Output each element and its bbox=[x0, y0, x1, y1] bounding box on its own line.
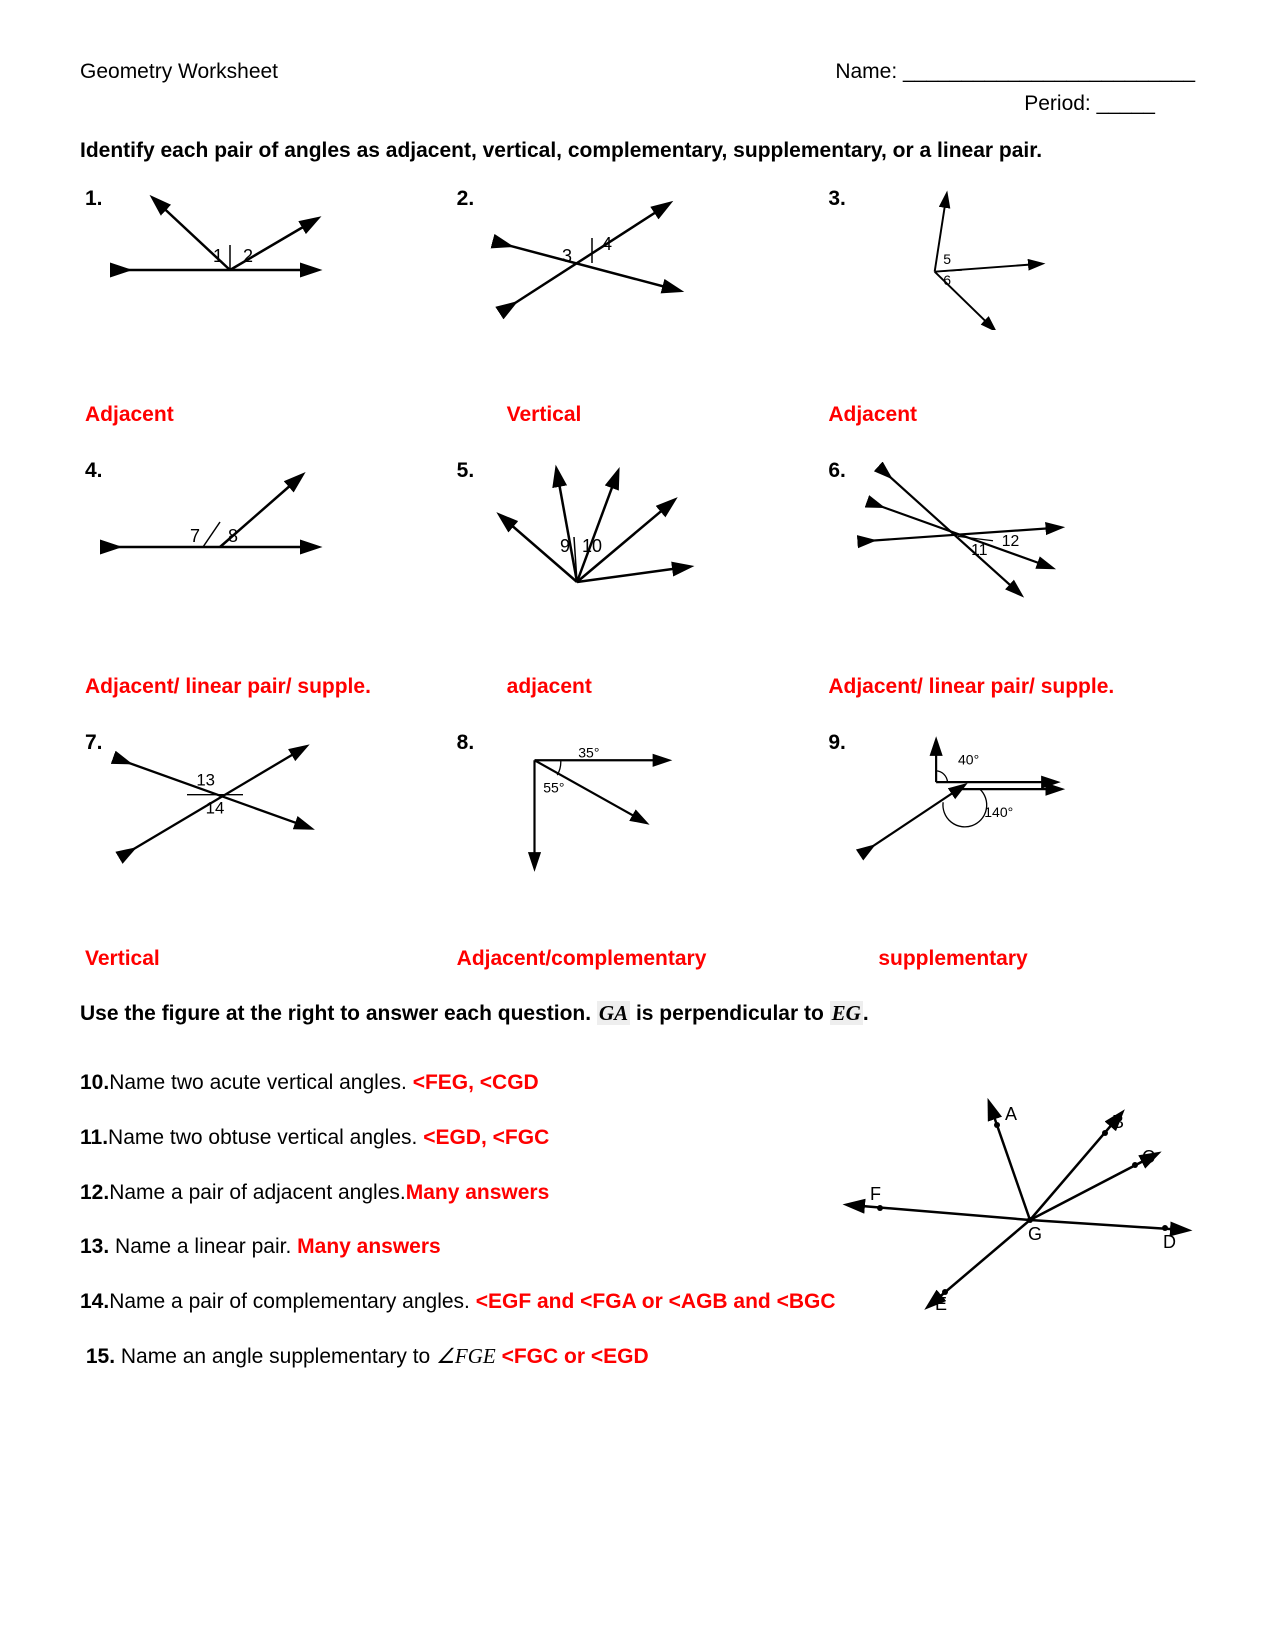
qnum: 13. bbox=[80, 1235, 109, 1258]
problem-6: 6. 11 12 bbox=[823, 457, 1195, 667]
label-7: 7 bbox=[190, 526, 200, 546]
pt-E: E bbox=[935, 1294, 947, 1314]
qtext: Name an angle supplementary to ∠FGE bbox=[115, 1345, 502, 1368]
diagram-5: 9 10 bbox=[457, 462, 717, 602]
label-9: 9 bbox=[560, 536, 570, 556]
label-3: 3 bbox=[562, 246, 572, 266]
segment-eg: EG bbox=[830, 1001, 863, 1025]
problem-9: 9. 40° 140° bbox=[823, 729, 1195, 939]
problem-5: 5. 9 10 bbox=[452, 457, 824, 667]
figure-right: A B C D E F G bbox=[815, 1080, 1195, 1320]
problem-grid: 1. 1 2 2. 3 4 3. bbox=[80, 185, 1195, 395]
label-12: 12 bbox=[1002, 533, 1020, 550]
diagram-7: 13 14 bbox=[85, 734, 345, 874]
diagram-1: 1 2 bbox=[85, 190, 345, 330]
label-5: 5 bbox=[944, 251, 952, 267]
problem-4: 4. 7 8 bbox=[80, 457, 452, 667]
diagram-6: 11 12 bbox=[828, 462, 1088, 602]
problem-1: 1. 1 2 bbox=[80, 185, 452, 395]
qnum: 15. bbox=[86, 1345, 115, 1368]
qnum: 8. bbox=[457, 731, 475, 755]
worksheet-page: Geometry Worksheet Name: _______________… bbox=[0, 0, 1275, 1651]
diagram-3: 5 6 bbox=[828, 190, 1088, 330]
qanswer: <EGF and <FGA or <AGB and <BGC bbox=[476, 1290, 836, 1313]
label-1: 1 bbox=[213, 246, 223, 266]
answer-row-3: Vertical Adjacent/complementary suppleme… bbox=[80, 939, 1195, 971]
label-4: 4 bbox=[602, 234, 612, 254]
qnum: 14. bbox=[80, 1290, 109, 1313]
qnum: 12. bbox=[80, 1181, 109, 1204]
qanswer: <FGC or <EGD bbox=[502, 1345, 649, 1368]
qnum: 1. bbox=[85, 187, 103, 211]
header: Geometry Worksheet Name: _______________… bbox=[80, 60, 1195, 84]
pt-B: B bbox=[1112, 1112, 1124, 1132]
period-field: Period: _____ bbox=[80, 92, 1195, 116]
answer: Vertical bbox=[452, 403, 824, 427]
label-13: 13 bbox=[196, 771, 215, 790]
answer-row-2: Adjacent/ linear pair/ supple. adjacent … bbox=[80, 667, 1195, 699]
instruction: Identify each pair of angles as adjacent… bbox=[80, 136, 1195, 165]
answer: supplementary bbox=[823, 947, 1195, 971]
answer: Adjacent bbox=[80, 403, 452, 427]
diagram-8: 35° 55° bbox=[457, 734, 717, 874]
answer: Adjacent/ linear pair/ supple. bbox=[823, 675, 1195, 699]
qnum: 3. bbox=[828, 187, 846, 211]
pt-F: F bbox=[870, 1184, 881, 1204]
problem-3: 3. 5 6 bbox=[823, 185, 1195, 395]
label-6: 6 bbox=[944, 272, 952, 288]
name-field: Name: _________________________ bbox=[835, 60, 1195, 84]
text: Use the figure at the right to answer ea… bbox=[80, 1002, 597, 1025]
qtext: Name two obtuse vertical angles. bbox=[108, 1126, 423, 1149]
section2-heading: Use the figure at the right to answer ea… bbox=[80, 1001, 1195, 1026]
qtext: Name two acute vertical angles. bbox=[109, 1071, 412, 1094]
segment-ga: GA bbox=[597, 1001, 630, 1025]
qnum: 4. bbox=[85, 459, 103, 483]
pt-G: G bbox=[1028, 1224, 1042, 1244]
text: . bbox=[863, 1002, 869, 1025]
pt-D: D bbox=[1163, 1232, 1176, 1252]
qtext: Name a linear pair. bbox=[109, 1235, 297, 1258]
problem-2: 2. 3 4 bbox=[452, 185, 824, 395]
label-55: 55° bbox=[543, 780, 564, 796]
label-35: 35° bbox=[578, 745, 599, 761]
qnum: 7. bbox=[85, 731, 103, 755]
label-10: 10 bbox=[582, 536, 602, 556]
qanswer: <FEG, <CGD bbox=[413, 1071, 539, 1094]
label-140: 140° bbox=[985, 805, 1014, 821]
qanswer: <EGD, <FGC bbox=[423, 1126, 549, 1149]
diagram-9: 40° 140° bbox=[828, 734, 1088, 874]
label-2: 2 bbox=[243, 246, 253, 266]
qnum: 10. bbox=[80, 1071, 109, 1094]
pt-C: C bbox=[1142, 1147, 1155, 1167]
answer: Adjacent bbox=[823, 403, 1195, 427]
diagram-4: 7 8 bbox=[85, 462, 345, 602]
label-8: 8 bbox=[228, 526, 238, 546]
label-11: 11 bbox=[971, 542, 987, 559]
answer-row-1: Adjacent Vertical Adjacent bbox=[80, 395, 1195, 427]
diagram-2: 3 4 bbox=[457, 190, 717, 330]
answer: Vertical bbox=[80, 947, 452, 971]
qanswer: Many answers bbox=[297, 1235, 441, 1258]
qtext: Name a pair of adjacent angles. bbox=[109, 1181, 406, 1204]
text: is perpendicular to bbox=[630, 1002, 830, 1025]
answer: Adjacent/complementary bbox=[452, 947, 824, 971]
problem-7: 7. 13 14 bbox=[80, 729, 452, 939]
answer: Adjacent/ linear pair/ supple. bbox=[80, 675, 452, 699]
problem-8: 8. 35° 55° bbox=[452, 729, 824, 939]
pt-A: A bbox=[1005, 1104, 1017, 1124]
qtext: Name a pair of complementary angles. bbox=[109, 1290, 476, 1313]
label-14: 14 bbox=[206, 799, 225, 818]
qnum: 11. bbox=[80, 1126, 108, 1149]
qnum: 2. bbox=[457, 187, 475, 211]
label-40: 40° bbox=[958, 752, 979, 768]
answer: adjacent bbox=[452, 675, 824, 699]
title: Geometry Worksheet bbox=[80, 60, 278, 84]
qnum: 6. bbox=[828, 459, 846, 483]
qnum: 9. bbox=[828, 731, 846, 755]
qnum: 5. bbox=[457, 459, 475, 483]
q15: 15. Name an angle supplementary to ∠FGE … bbox=[80, 1329, 1195, 1385]
qanswer: Many answers bbox=[406, 1181, 550, 1204]
